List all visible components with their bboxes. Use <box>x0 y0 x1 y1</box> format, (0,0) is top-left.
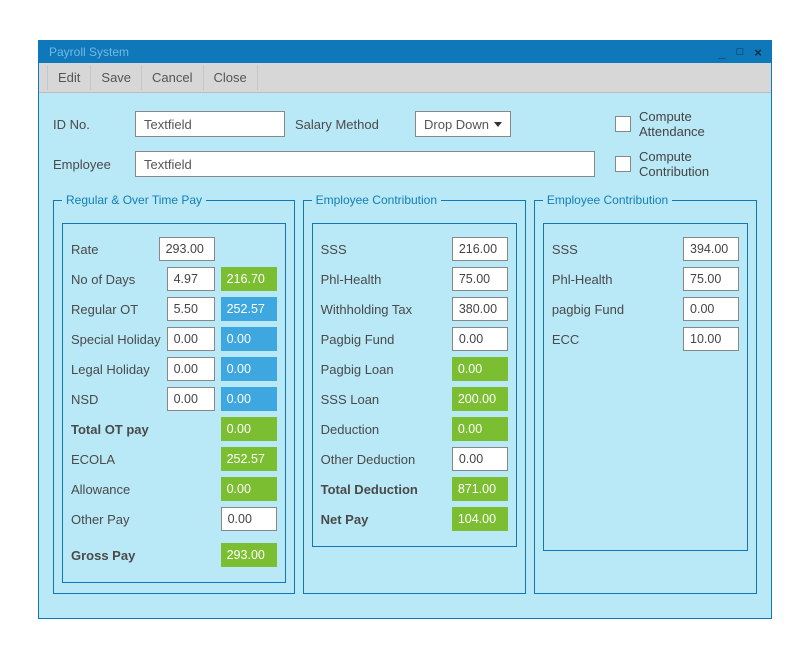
nod-label: No of Days <box>71 272 161 287</box>
p2-tded-calc: 871.00 <box>452 477 508 501</box>
nod-field[interactable]: 4.97 <box>167 267 215 291</box>
p2-ph-label: Phl-Health <box>321 272 442 287</box>
p2-sl-label: SSS Loan <box>321 392 442 407</box>
p2-wt-label: Withholding Tax <box>321 302 442 317</box>
titlebar: Payroll System _ □ × <box>39 41 771 63</box>
header-form: ID No. Salary Method Drop Down Compute A… <box>53 109 757 179</box>
minimize-icon[interactable]: _ <box>713 44 731 60</box>
panel-emp-contrib-1: Employee Contribution SSS 216.00 Phl-Hea… <box>303 193 526 594</box>
panel-emp-contrib-2: Employee Contribution SSS 394.00 Phl-Hea… <box>534 193 757 594</box>
compute-attendance-label: Compute Attendance <box>639 109 757 139</box>
p3-ecc-field[interactable]: 10.00 <box>683 327 739 351</box>
lh-calc: 0.00 <box>221 357 277 381</box>
p3-pf-field[interactable]: 0.00 <box>683 297 739 321</box>
nod-calc: 216.70 <box>221 267 277 291</box>
employee-input[interactable] <box>135 151 595 177</box>
p3-sss-field[interactable]: 394.00 <box>683 237 739 261</box>
p2-sss-label: SSS <box>321 242 442 257</box>
allow-label: Allowance <box>71 482 215 497</box>
window-title: Payroll System <box>49 45 129 59</box>
panel3-legend: Employee Contribution <box>543 193 672 207</box>
p2-net-label: Net Pay <box>321 512 442 527</box>
p2-ded-label: Deduction <box>321 422 442 437</box>
panel1-legend: Regular & Over Time Pay <box>62 193 206 207</box>
menu-cancel[interactable]: Cancel <box>142 65 203 90</box>
panel-regular-ot: Regular & Over Time Pay Rate 293.00 No o… <box>53 193 295 594</box>
nsd-calc: 0.00 <box>221 387 277 411</box>
p2-pf-field[interactable]: 0.00 <box>452 327 508 351</box>
sph-label: Special Holiday <box>71 332 161 347</box>
p2-pf-label: Pagbig Fund <box>321 332 442 347</box>
p3-ph-label: Phl-Health <box>552 272 673 287</box>
totalot-calc: 0.00 <box>221 417 277 441</box>
p2-oded-field[interactable]: 0.00 <box>452 447 508 471</box>
p3-sss-label: SSS <box>552 242 673 257</box>
employee-label: Employee <box>53 157 125 172</box>
other-field[interactable]: 0.00 <box>221 507 277 531</box>
p3-ecc-label: ECC <box>552 332 673 347</box>
compute-contribution-checkbox[interactable] <box>615 156 631 172</box>
nsd-label: NSD <box>71 392 161 407</box>
other-label: Other Pay <box>71 512 215 527</box>
chevron-down-icon <box>494 122 502 127</box>
panel2-legend: Employee Contribution <box>312 193 441 207</box>
ecola-calc: 252.57 <box>221 447 277 471</box>
p2-tded-label: Total Deduction <box>321 482 442 497</box>
ecola-label: ECOLA <box>71 452 215 467</box>
regot-calc: 252.57 <box>221 297 277 321</box>
id-label: ID No. <box>53 117 125 132</box>
menu-edit[interactable]: Edit <box>47 65 91 90</box>
lh-field[interactable]: 0.00 <box>167 357 215 381</box>
p3-pf-label: pagbig Fund <box>552 302 673 317</box>
rate-label: Rate <box>71 242 153 257</box>
sph-calc: 0.00 <box>221 327 277 351</box>
menubar: Edit Save Cancel Close <box>39 63 771 93</box>
p2-oded-label: Other Deduction <box>321 452 442 467</box>
regot-field[interactable]: 5.50 <box>167 297 215 321</box>
p2-sss-field[interactable]: 216.00 <box>452 237 508 261</box>
p2-pl-calc: 0.00 <box>452 357 508 381</box>
regot-label: Regular OT <box>71 302 161 317</box>
compute-contribution-label: Compute Contribution <box>639 149 757 179</box>
rate-field[interactable]: 293.00 <box>159 237 215 261</box>
salary-method-value: Drop Down <box>424 117 489 132</box>
compute-attendance-checkbox[interactable] <box>615 116 631 132</box>
content-area: ID No. Salary Method Drop Down Compute A… <box>39 93 771 618</box>
p3-ph-field[interactable]: 75.00 <box>683 267 739 291</box>
payroll-window: Payroll System _ □ × Edit Save Cancel Cl… <box>38 40 772 619</box>
p2-pl-label: Pagbig Loan <box>321 362 442 377</box>
allow-calc: 0.00 <box>221 477 277 501</box>
p2-net-calc: 104.00 <box>452 507 508 531</box>
gross-label: Gross Pay <box>71 548 215 563</box>
p2-ph-field[interactable]: 75.00 <box>452 267 508 291</box>
maximize-icon[interactable]: □ <box>731 44 749 60</box>
id-input[interactable] <box>135 111 285 137</box>
salary-method-dropdown[interactable]: Drop Down <box>415 111 511 137</box>
sph-field[interactable]: 0.00 <box>167 327 215 351</box>
lh-label: Legal Holiday <box>71 362 161 377</box>
p2-sl-calc: 200.00 <box>452 387 508 411</box>
menu-save[interactable]: Save <box>91 65 142 90</box>
gross-calc: 293.00 <box>221 543 277 567</box>
nsd-field[interactable]: 0.00 <box>167 387 215 411</box>
p2-ded-calc: 0.00 <box>452 417 508 441</box>
totalot-label: Total OT pay <box>71 422 215 437</box>
salary-method-label: Salary Method <box>295 117 405 132</box>
menu-close[interactable]: Close <box>204 65 258 90</box>
p2-wt-field[interactable]: 380.00 <box>452 297 508 321</box>
close-icon[interactable]: × <box>749 44 767 60</box>
